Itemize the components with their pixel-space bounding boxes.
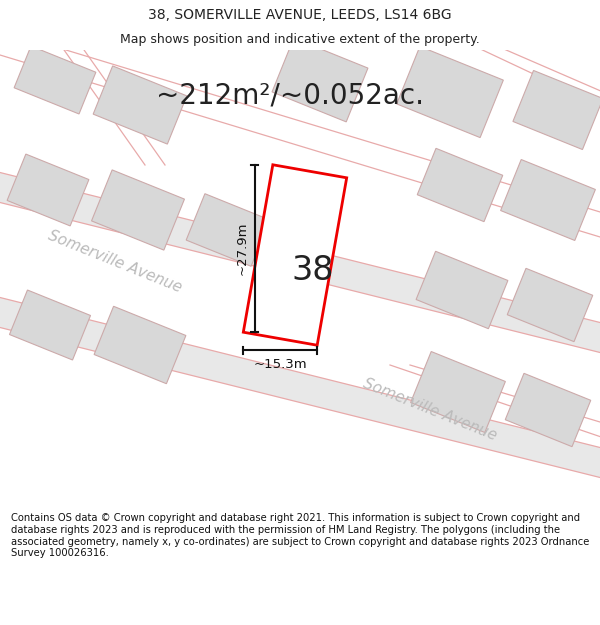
Polygon shape xyxy=(0,170,600,355)
Text: 38: 38 xyxy=(292,254,334,286)
Polygon shape xyxy=(513,71,600,149)
Polygon shape xyxy=(244,165,347,345)
Polygon shape xyxy=(507,268,593,342)
Polygon shape xyxy=(397,46,503,138)
Polygon shape xyxy=(94,306,186,384)
Polygon shape xyxy=(272,38,368,122)
Text: Somerville Avenue: Somerville Avenue xyxy=(46,228,184,296)
Polygon shape xyxy=(0,295,600,480)
Polygon shape xyxy=(417,148,503,222)
Text: Contains OS data © Crown copyright and database right 2021. This information is : Contains OS data © Crown copyright and d… xyxy=(11,514,589,558)
Text: ~15.3m: ~15.3m xyxy=(253,357,307,371)
Polygon shape xyxy=(500,159,595,241)
Text: 38, SOMERVILLE AVENUE, LEEDS, LS14 6BG: 38, SOMERVILLE AVENUE, LEEDS, LS14 6BG xyxy=(148,8,452,22)
Text: Somerville Avenue: Somerville Avenue xyxy=(361,376,499,444)
Polygon shape xyxy=(505,373,591,447)
Polygon shape xyxy=(93,66,187,144)
Polygon shape xyxy=(92,170,184,250)
Polygon shape xyxy=(186,194,270,266)
Text: ~212m²/~0.052ac.: ~212m²/~0.052ac. xyxy=(156,81,424,109)
Polygon shape xyxy=(7,154,89,226)
Polygon shape xyxy=(416,251,508,329)
Polygon shape xyxy=(410,351,505,432)
Text: Map shows position and indicative extent of the property.: Map shows position and indicative extent… xyxy=(120,32,480,46)
Polygon shape xyxy=(10,290,91,360)
Text: ~27.9m: ~27.9m xyxy=(235,222,248,275)
Polygon shape xyxy=(14,46,96,114)
